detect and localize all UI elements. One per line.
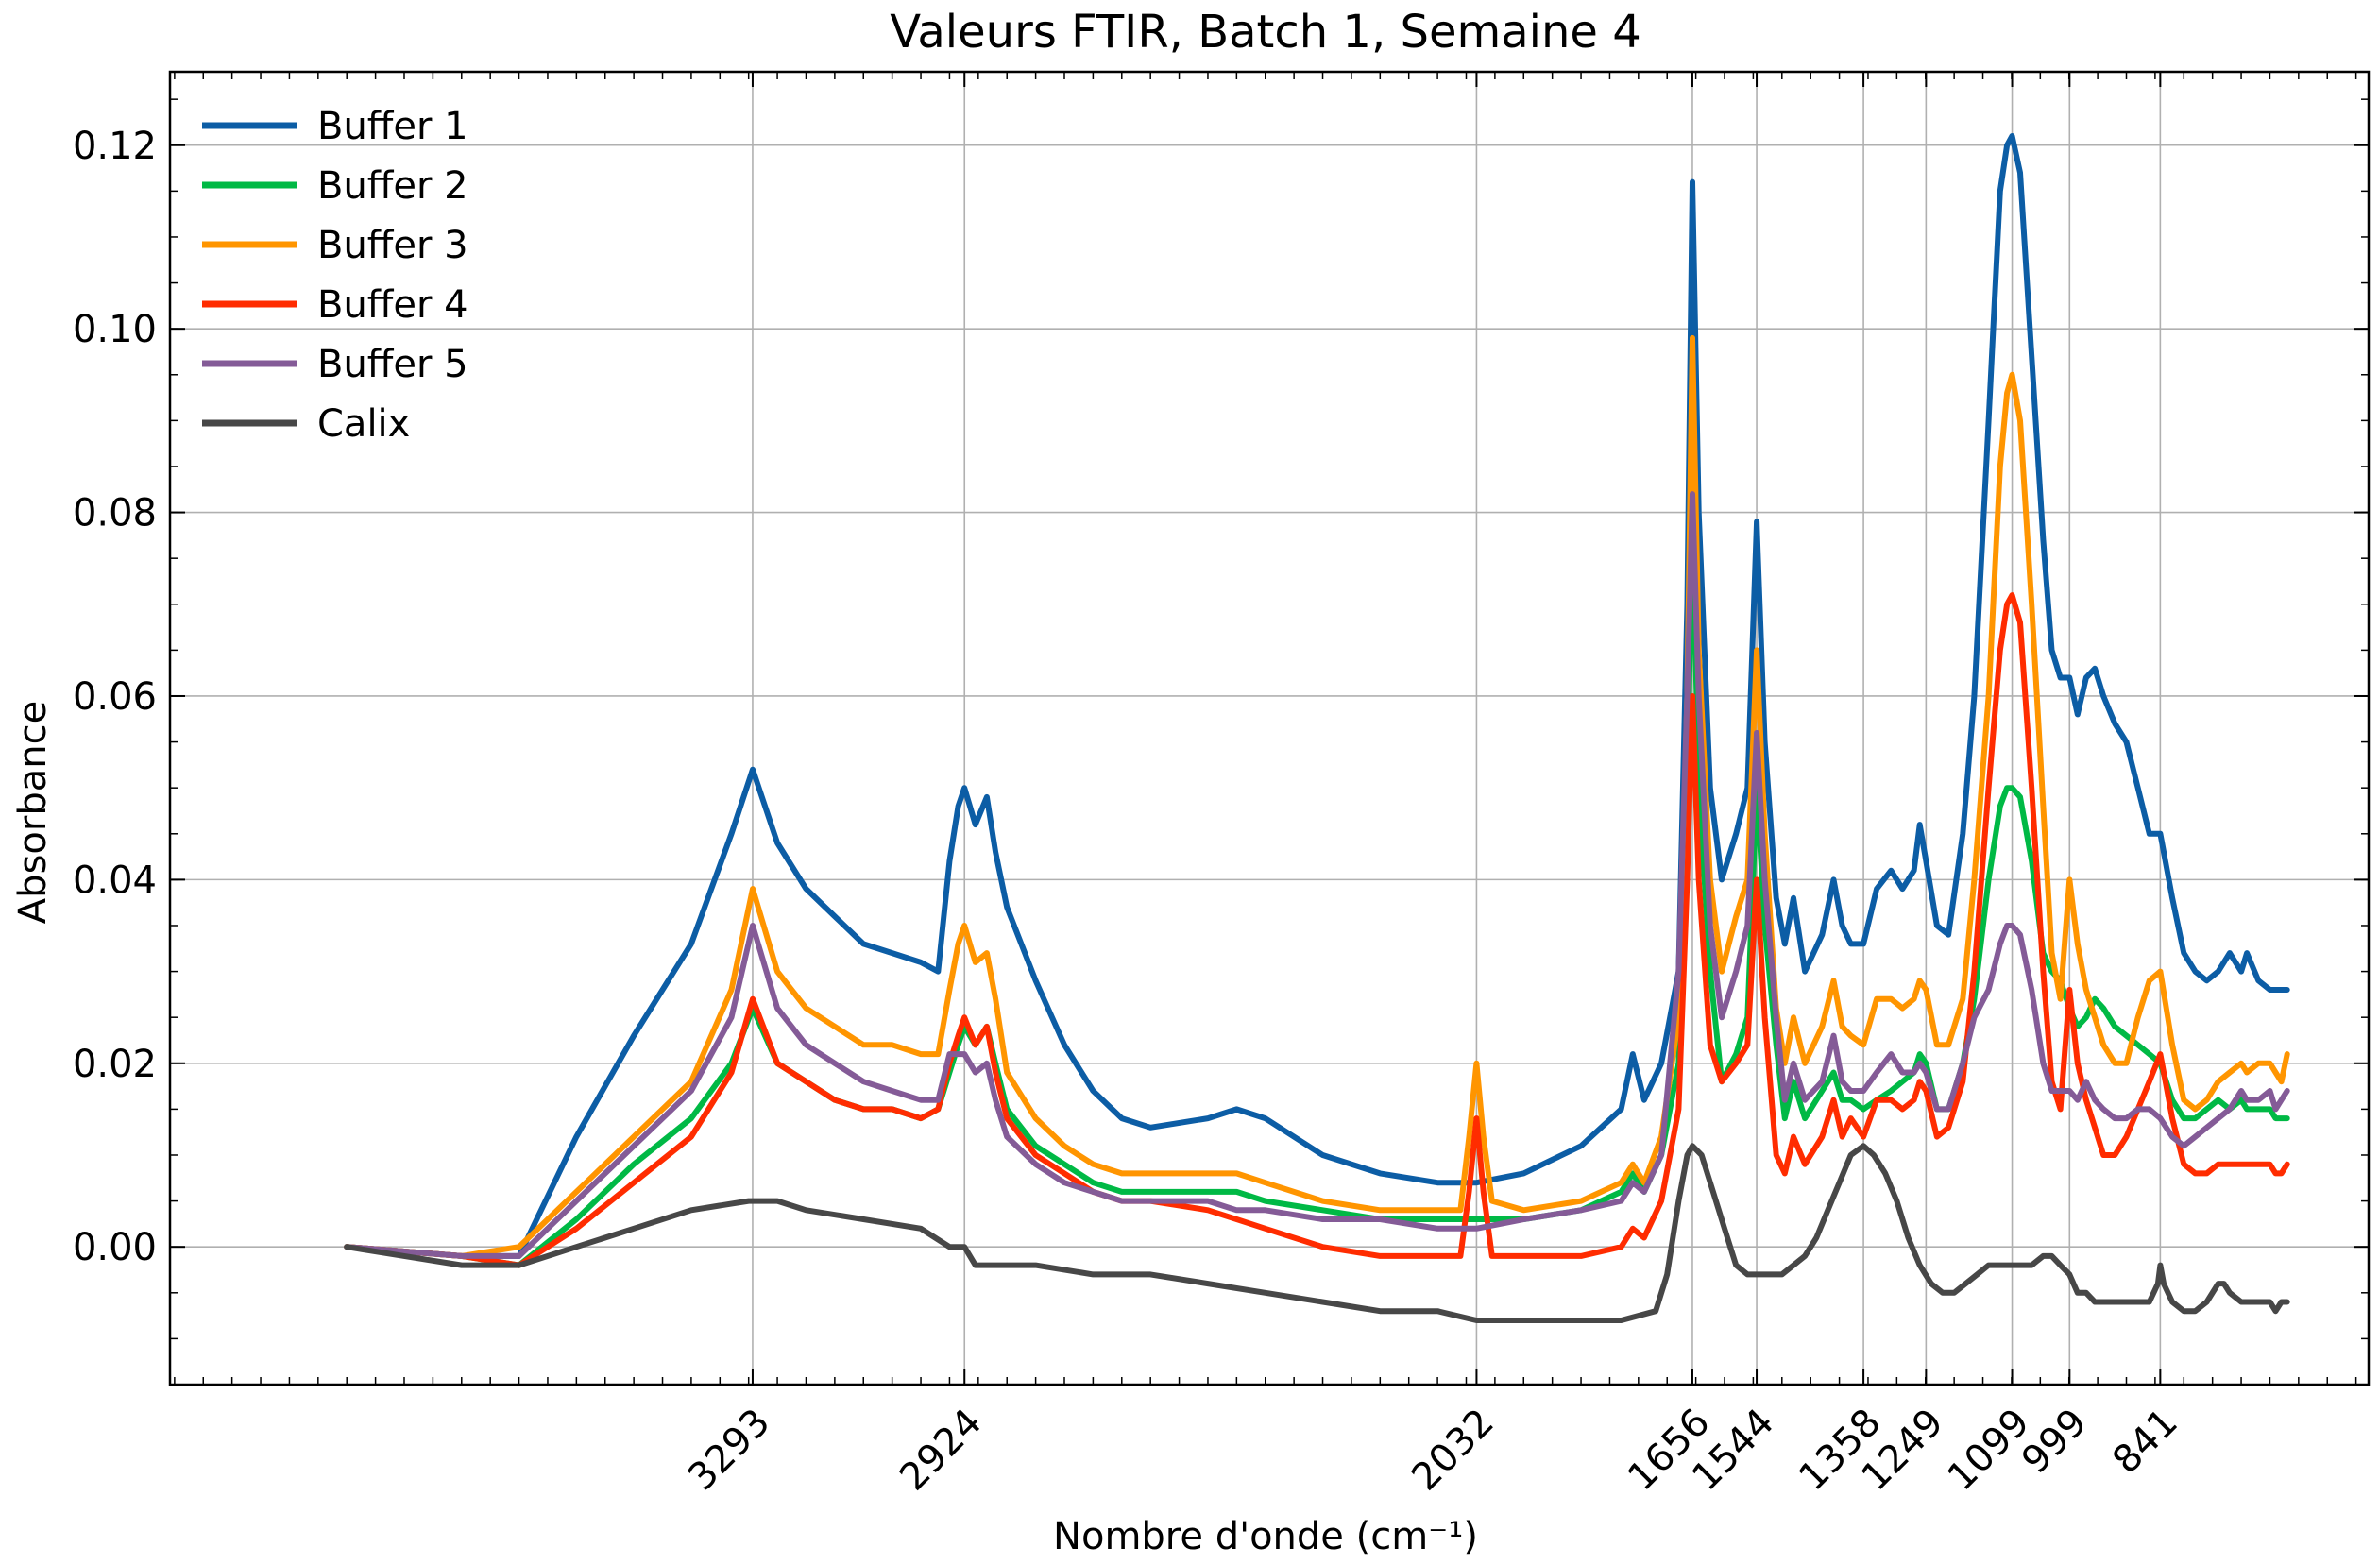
- series-line-calix: [344, 1143, 2290, 1323]
- y-tick-label: 0.00: [73, 1226, 157, 1269]
- x-axis-label: Nombre d'onde (cm⁻¹): [1053, 1515, 1478, 1558]
- legend-label: Calix: [317, 402, 410, 446]
- y-tick-labels: 0.00 0.02 0.04 0.06 0.08 0.10 0.12: [73, 125, 157, 1269]
- legend-label: Buffer 3: [317, 224, 468, 267]
- axis-ticks: [170, 72, 2369, 1386]
- y-axis-label: Absorbance: [11, 701, 55, 924]
- series-line-buffer-1: [344, 133, 2290, 1259]
- chart-title: Valeurs FTIR, Batch 1, Semaine 4: [890, 6, 1640, 59]
- legend: Buffer 1 Buffer 2 Buffer 3 Buffer 4 Buffer 5…: [202, 105, 468, 446]
- legend-label: Buffer 4: [317, 283, 468, 327]
- y-tick-label: 0.08: [73, 492, 157, 536]
- series-line-buffer-3: [344, 334, 2290, 1259]
- y-tick-label: 0.12: [73, 125, 157, 168]
- series-line-buffer-4: [344, 592, 2290, 1268]
- plot-frame: [168, 70, 2371, 1386]
- y-tick-label: 0.04: [73, 858, 157, 902]
- grid-lines: [170, 72, 2369, 1385]
- legend-label: Buffer 2: [317, 164, 468, 208]
- series-line-buffer-5: [344, 491, 2290, 1259]
- y-tick-label: 0.02: [73, 1043, 157, 1086]
- legend-label: Buffer 1: [317, 105, 468, 148]
- y-tick-label: 0.06: [73, 675, 157, 719]
- series-lines: [344, 133, 2290, 1323]
- legend-label: Buffer 5: [317, 343, 468, 386]
- series-line-buffer-2: [344, 518, 2290, 1268]
- y-tick-label: 0.10: [73, 308, 157, 351]
